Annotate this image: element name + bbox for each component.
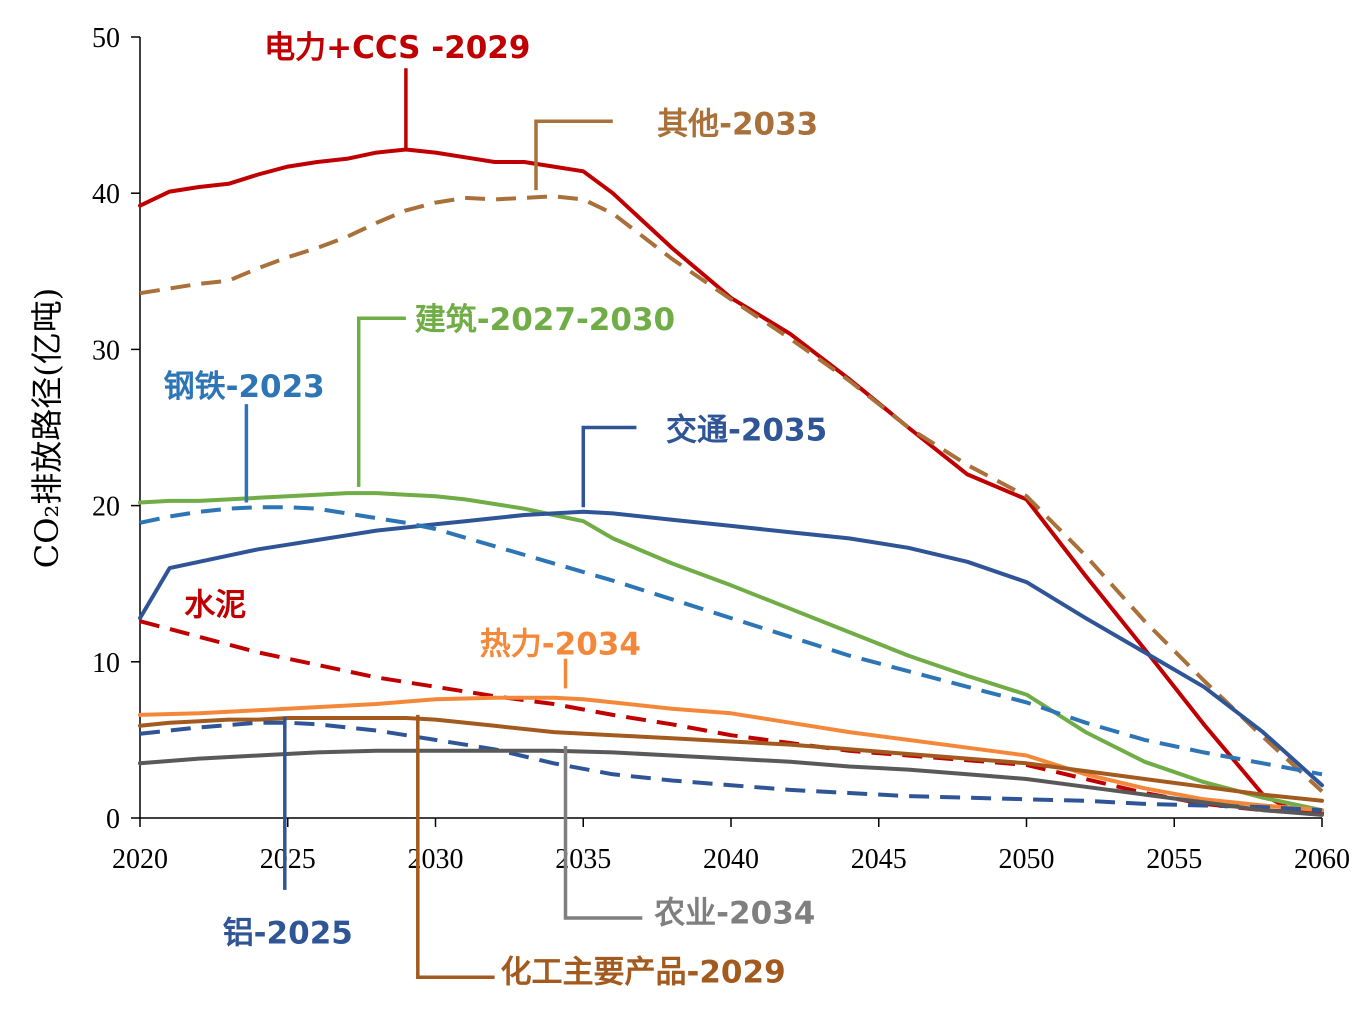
y-tick-label: 50 — [92, 23, 120, 54]
annotation-label: 电力+CCS -2029 — [264, 30, 530, 66]
annotation-label: 交通-2035 — [666, 413, 827, 449]
annotation-leader — [563, 746, 643, 920]
y-tick-label: 10 — [92, 648, 120, 679]
y-tick-label: 20 — [92, 492, 120, 523]
series-line-other — [139, 194, 1324, 793]
series-line-chemical — [138, 716, 1324, 803]
annotation-label: 其他-2033 — [657, 107, 818, 143]
x-tick-label: 2025 — [260, 844, 316, 875]
x-tick-label: 2020 — [112, 844, 168, 875]
annotation-layer: 电力+CCS -2029 其他-2033 建筑-2027-2030 钢铁-2023 交通… — [164, 30, 828, 991]
annotation-leader — [581, 425, 637, 508]
series-line-transport — [138, 509, 1324, 788]
annotation-label: 铝-2025 — [223, 916, 353, 952]
annotation-label: 农业-2034 — [654, 895, 815, 931]
annotation-label: 水泥 — [184, 588, 246, 624]
annotation-leader — [416, 714, 495, 980]
y-axis-label: CO₂排放路径(亿吨) — [28, 288, 66, 569]
annotation-label: 钢铁-2023 — [164, 369, 325, 405]
x-tick-label: 2035 — [555, 844, 611, 875]
annotation-label: 热力-2034 — [480, 627, 641, 663]
series-line-heat — [138, 695, 1324, 813]
series-line-aluminum — [139, 720, 1323, 813]
series-line-cement — [139, 619, 1323, 816]
annotation-label: 建筑-2027-2030 — [415, 302, 675, 338]
x-tick-label: 2060 — [1294, 844, 1350, 875]
x-tick-label: 2050 — [999, 844, 1055, 875]
y-tick-label: 30 — [92, 335, 120, 366]
x-tick-label: 2030 — [408, 844, 464, 875]
y-tick-label: 0 — [106, 804, 120, 835]
series-line-steel — [139, 505, 1323, 777]
annotation-label: 化工主要产品-2029 — [501, 955, 786, 991]
x-tick-label: 2045 — [851, 844, 907, 875]
annotation-leader — [534, 119, 613, 191]
x-tick-label: 2040 — [703, 844, 759, 875]
series-line-power — [138, 147, 1324, 816]
x-tick-label: 2055 — [1146, 844, 1202, 875]
y-tick-label: 40 — [92, 179, 120, 210]
annotation-leader — [356, 316, 406, 487]
series-layer — [138, 147, 1324, 817]
series-line-agriculture — [138, 748, 1324, 817]
